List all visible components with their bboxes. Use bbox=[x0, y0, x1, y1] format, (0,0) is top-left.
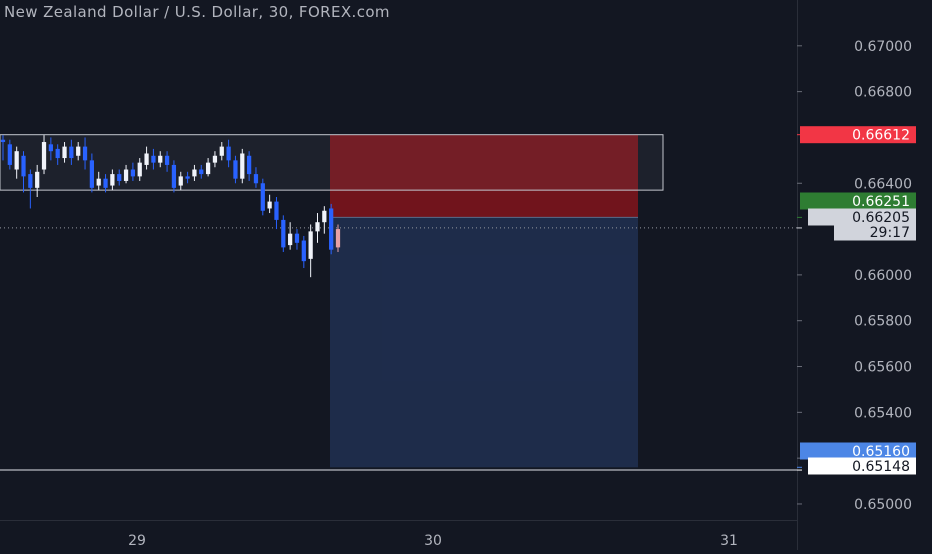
candle-body bbox=[55, 148, 60, 159]
candle-body bbox=[199, 169, 204, 175]
stop-price-label bbox=[800, 126, 916, 144]
candle-body bbox=[212, 155, 218, 163]
candle-body bbox=[110, 174, 115, 186]
price-tick-label: 0.66800 bbox=[854, 85, 912, 101]
candle-body bbox=[28, 174, 33, 188]
candle-body bbox=[158, 155, 163, 163]
current-price-label bbox=[808, 208, 916, 226]
target-price-label bbox=[800, 442, 916, 460]
candle-body bbox=[96, 178, 101, 186]
candle-body bbox=[192, 169, 197, 177]
price-tick-label: 0.66400 bbox=[854, 176, 912, 192]
candle-body bbox=[130, 169, 136, 177]
candle-body bbox=[117, 174, 122, 181]
candle-body bbox=[69, 146, 74, 159]
stop-price-text: 0.66612 bbox=[852, 128, 910, 144]
candle-body bbox=[48, 144, 53, 152]
candle-body bbox=[41, 142, 47, 170]
candle-body bbox=[151, 155, 156, 163]
candle-body bbox=[76, 146, 81, 156]
candle-body bbox=[240, 153, 245, 179]
candle-body bbox=[185, 176, 190, 179]
candle-body bbox=[0, 139, 6, 143]
candle-body bbox=[308, 231, 313, 259]
candle-body bbox=[7, 144, 12, 165]
candle-body bbox=[226, 146, 231, 161]
symbol-title: New Zealand Dollar / U.S. Dollar, 30, FO… bbox=[4, 3, 390, 21]
candle-body bbox=[219, 146, 224, 156]
candle-body bbox=[247, 155, 252, 175]
candle-body bbox=[260, 183, 265, 211]
candle-body bbox=[253, 174, 259, 184]
candle-body bbox=[329, 208, 334, 250]
candle-body bbox=[82, 146, 88, 161]
candle-body bbox=[14, 151, 19, 170]
candle-body bbox=[137, 162, 142, 177]
candle-body bbox=[294, 233, 300, 243]
candle-body bbox=[178, 176, 183, 186]
target-price-text: 0.65160 bbox=[852, 444, 910, 460]
candle-body bbox=[281, 219, 286, 248]
candle-body bbox=[35, 171, 40, 188]
take-profit-zone[interactable] bbox=[330, 217, 638, 468]
current-price-text: 0.66205 bbox=[852, 210, 910, 226]
candle-body bbox=[205, 162, 211, 175]
price-tick-label: 0.67000 bbox=[854, 39, 912, 55]
candle-body bbox=[267, 201, 272, 209]
candle-body bbox=[335, 229, 341, 248]
price-tick-label: 0.65000 bbox=[854, 497, 912, 513]
stop-loss-zone[interactable] bbox=[330, 134, 638, 218]
candle-body bbox=[315, 222, 320, 232]
time-tick-label: 29 bbox=[128, 533, 146, 549]
candle-body bbox=[288, 233, 293, 246]
candle-body bbox=[89, 160, 94, 188]
line-price-label bbox=[808, 457, 916, 475]
price-tick-label: 0.66000 bbox=[854, 268, 912, 284]
line-price-text: 0.65148 bbox=[852, 459, 910, 475]
price-tick-label: 0.65600 bbox=[854, 360, 912, 376]
candle-body bbox=[164, 155, 170, 165]
candle-body bbox=[62, 146, 67, 159]
countdown-price-label bbox=[834, 223, 916, 241]
candle-body bbox=[144, 153, 149, 165]
candle-body bbox=[322, 210, 327, 223]
time-tick-label: 31 bbox=[720, 533, 738, 549]
entry-price-text: 0.66251 bbox=[852, 194, 910, 210]
candle-body bbox=[103, 178, 108, 188]
price-tick-label: 0.65400 bbox=[854, 405, 912, 421]
entry-price-label bbox=[800, 192, 916, 210]
countdown-price-text: 29:17 bbox=[870, 225, 910, 241]
price-tick-label: 0.65800 bbox=[854, 314, 912, 330]
time-axis[interactable] bbox=[0, 520, 797, 550]
time-tick-label: 30 bbox=[424, 533, 442, 549]
candle-body bbox=[21, 155, 26, 177]
candle-body bbox=[274, 201, 279, 220]
candle-body bbox=[233, 160, 238, 179]
candle-body bbox=[301, 240, 306, 262]
candle-body bbox=[123, 169, 129, 181]
candle-body bbox=[171, 164, 177, 188]
